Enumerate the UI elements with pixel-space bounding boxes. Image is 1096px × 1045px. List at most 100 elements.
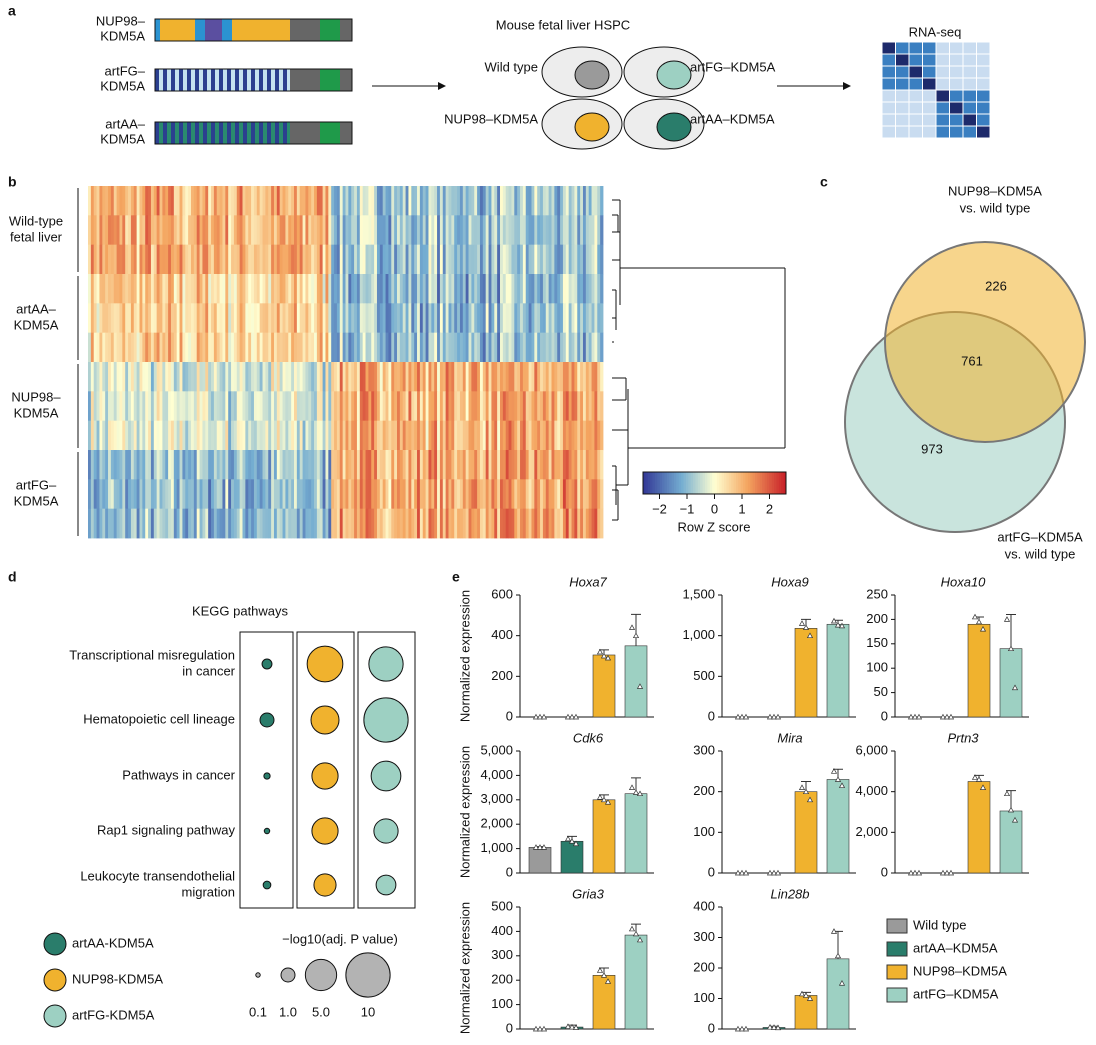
heatmap-cell <box>542 303 547 334</box>
heatmap-cell <box>571 186 575 216</box>
heatmap-cell <box>302 450 306 480</box>
heatmap-cell <box>145 420 149 451</box>
heatmap-cell <box>236 420 241 451</box>
heatmap-cell <box>299 391 303 422</box>
heatmap-cell <box>548 303 552 334</box>
heatmap-cell <box>376 215 381 246</box>
heatmap-cell <box>162 244 166 275</box>
replicate-point <box>971 774 979 780</box>
heatmap-cell <box>411 332 415 363</box>
heatmap-cell <box>179 420 183 451</box>
chart-title: Mira <box>777 730 802 745</box>
heatmap-cell <box>170 450 175 480</box>
heatmap-cell <box>193 450 198 480</box>
heatmap-cell <box>505 420 509 451</box>
row-group-label: KDM5A <box>14 493 59 508</box>
heatmap-cell <box>457 479 461 510</box>
heatmap-cell <box>491 508 495 539</box>
heatmap-cell <box>451 420 455 451</box>
heatmap-cell <box>319 391 324 422</box>
heatmap-cell <box>145 479 149 510</box>
y-tick-label: 100 <box>693 824 715 839</box>
heatmap-cell <box>477 303 481 334</box>
heatmap-cell <box>388 274 392 304</box>
heatmap-cell <box>459 215 464 246</box>
matrix-cell <box>949 77 964 91</box>
heatmap-cell <box>577 450 581 480</box>
heatmap-cell <box>557 215 561 246</box>
heatmap-cell <box>411 479 415 510</box>
replicate-point <box>572 1024 580 1030</box>
heatmap-cell <box>497 508 501 539</box>
matrix-cell <box>976 113 991 127</box>
heatmap-cell <box>245 274 249 304</box>
heatmap-cell <box>448 479 452 510</box>
heatmap-cell <box>168 391 172 422</box>
heatmap-cell <box>511 186 515 216</box>
heatmap-cell <box>428 479 432 510</box>
size-legend-bubble <box>255 972 261 978</box>
colorbar-step <box>707 472 711 494</box>
replicate-point <box>738 1025 746 1032</box>
y-tick-label: 0 <box>881 708 888 723</box>
matrix-cell <box>881 101 896 115</box>
heatmap-cell <box>216 244 221 275</box>
heatmap-cell <box>231 479 235 510</box>
heatmap-cell <box>408 186 412 216</box>
heatmap-cell <box>485 391 489 422</box>
heatmap-cell <box>411 450 415 480</box>
heatmap-cell <box>497 420 501 451</box>
heatmap-cell <box>551 186 555 216</box>
heatmap-cell <box>374 420 378 451</box>
size-legend-label: 0.1 <box>249 1004 267 1019</box>
heatmap-cell <box>208 391 212 422</box>
heatmap-cell <box>537 420 541 451</box>
matrix-cell <box>976 77 991 91</box>
heatmap-cell <box>199 186 203 216</box>
heatmap-cell <box>445 332 449 363</box>
heatmap-cell <box>405 303 409 334</box>
heatmap-cell <box>411 391 415 422</box>
heatmap-cell <box>462 215 467 246</box>
heatmap-cell <box>554 244 558 275</box>
heatmap-cell <box>225 303 229 334</box>
heatmap-cell <box>371 215 375 246</box>
heatmap-cell <box>434 274 438 304</box>
heatmap-cell <box>245 332 249 363</box>
heatmap-cell <box>422 479 427 510</box>
heatmap-cell <box>88 420 92 451</box>
heatmap-cell <box>128 303 132 334</box>
construct-label: KDM5A <box>100 131 145 146</box>
heatmap-cell <box>110 362 115 392</box>
heatmap-cell <box>168 244 172 275</box>
heatmap-cell <box>348 332 352 363</box>
heatmap-cell <box>291 332 295 363</box>
heatmap-cell <box>345 303 349 334</box>
heatmap-cell <box>597 215 601 246</box>
heatmap-cell <box>251 420 255 451</box>
y-tick-label: 300 <box>693 929 715 944</box>
heatmap-cell <box>291 215 295 246</box>
heatmap-cell <box>365 391 369 422</box>
heatmap-cell <box>331 362 335 392</box>
replicate-point <box>947 713 955 720</box>
heatmap-cell <box>156 244 160 275</box>
heatmap-cell <box>459 508 464 539</box>
heatmap-cell <box>273 332 278 363</box>
heatmap-cell <box>168 362 172 392</box>
heatmap-cell <box>259 244 263 275</box>
heatmap-cell <box>585 450 590 480</box>
heatmap-cell <box>508 244 512 275</box>
heatmap-cell <box>93 186 97 216</box>
heatmap-cell <box>339 391 344 422</box>
replicate-point <box>774 1024 782 1031</box>
bar <box>592 654 616 718</box>
heatmap-cell <box>468 215 472 246</box>
heatmap-cell <box>231 332 235 363</box>
heatmap-cell <box>468 362 472 392</box>
heatmap-cell <box>491 450 495 480</box>
heatmap-cell <box>193 303 198 334</box>
heatmap-cell <box>179 391 183 422</box>
heatmap-cell <box>522 391 527 422</box>
heatmap-cell <box>213 186 218 216</box>
